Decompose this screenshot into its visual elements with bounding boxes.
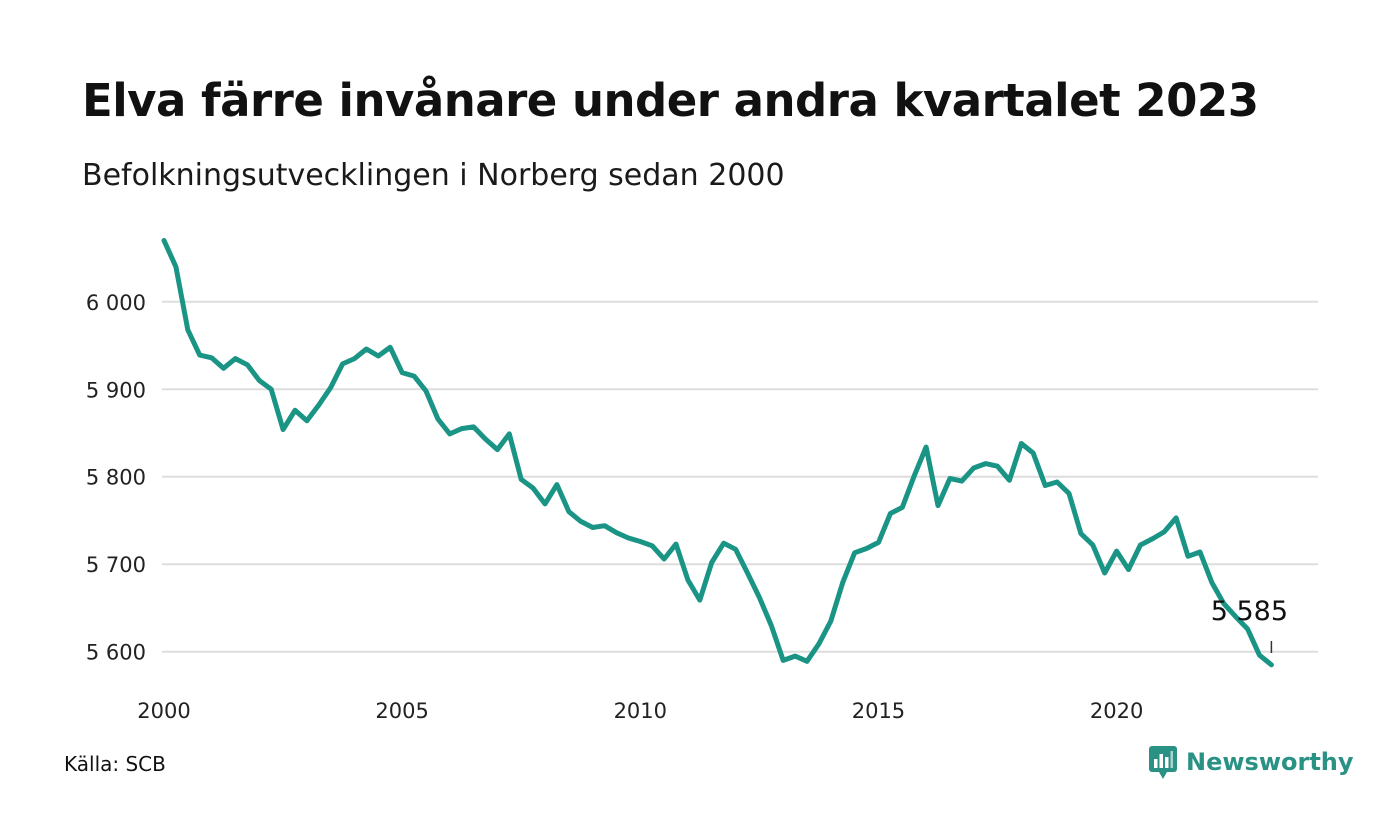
source-note: Källa: SCB <box>64 752 166 776</box>
y-tick-label: 5 700 <box>86 553 146 577</box>
end-value-label: 5 585 <box>1211 596 1288 627</box>
y-tick-label: 5 600 <box>86 641 146 665</box>
chart-title: Elva färre invånare under andra kvartale… <box>82 74 1259 127</box>
population-line <box>161 238 1274 668</box>
newsworthy-logo[interactable]: Newsworthy <box>1148 744 1354 780</box>
x-tick-label: 2010 <box>614 699 667 723</box>
x-tick-label: 2005 <box>375 699 428 723</box>
x-axis-tick-labels: 2000 2005 2010 2015 2020 <box>137 699 1143 723</box>
series-layer <box>161 238 1274 668</box>
y-tick-label: 6 000 <box>86 291 146 315</box>
y-tick-label: 5 800 <box>86 466 146 490</box>
x-tick-label: 2000 <box>137 699 190 723</box>
y-tick-label: 5 900 <box>86 378 146 402</box>
chart-subtitle: Befolkningsutvecklingen i Norberg sedan … <box>82 158 785 193</box>
grid-lines <box>162 300 1318 653</box>
newsworthy-logo-text: Newsworthy <box>1186 748 1354 776</box>
x-tick-label: 2015 <box>852 699 905 723</box>
y-axis-tick-labels: 5 600 5 700 5 800 5 900 6 000 <box>86 291 146 665</box>
newsworthy-logo-icon <box>1149 746 1177 779</box>
x-tick-label: 2020 <box>1090 699 1143 723</box>
end-annotation-layer: 5 585 <box>1211 596 1288 653</box>
